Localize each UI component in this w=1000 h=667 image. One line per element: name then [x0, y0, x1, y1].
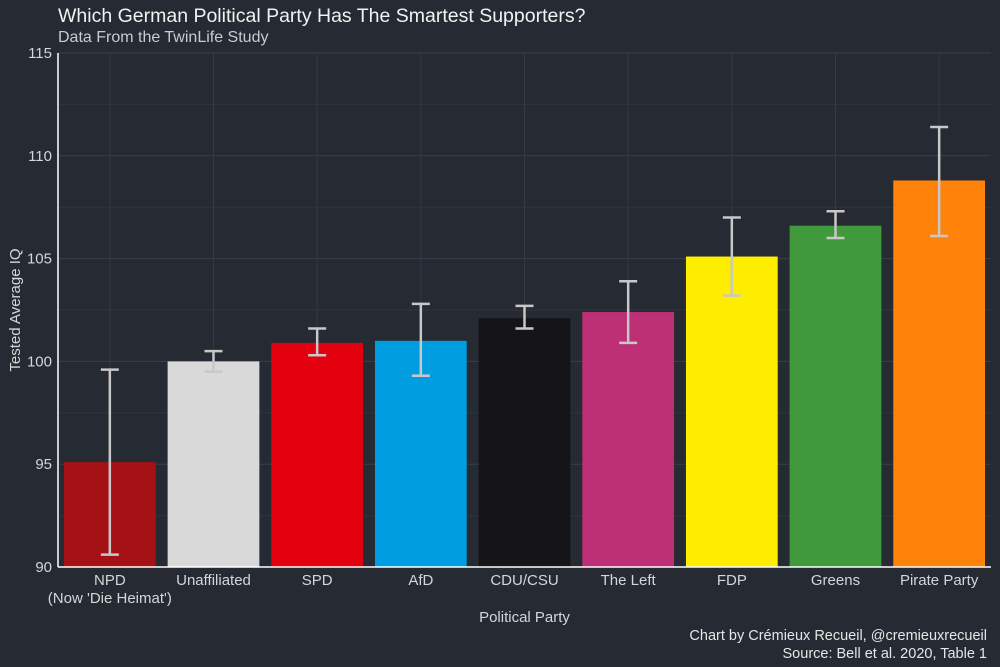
y-tick-label: 95	[35, 456, 52, 473]
source-text: Source: Bell et al. 2020, Table 1	[782, 646, 987, 662]
bar	[685, 256, 778, 567]
bar	[167, 361, 260, 567]
chart-title: Which German Political Party Has The Sma…	[58, 5, 586, 27]
bar	[478, 318, 571, 567]
x-tick-label: The Left	[601, 572, 657, 589]
x-tick-label: AfD	[408, 572, 433, 589]
x-tick-label: NPD	[94, 572, 126, 589]
y-tick-label: 110	[28, 148, 52, 165]
x-axis-title: Political Party	[479, 609, 570, 626]
bar	[271, 342, 364, 567]
bar	[789, 225, 882, 568]
y-tick-label: 115	[28, 45, 52, 62]
credit-text: Chart by Crémieux Recueil, @cremieuxrecu…	[689, 628, 987, 644]
x-tick-label: SPD	[302, 572, 333, 589]
chart-subtitle: Data From the TwinLife Study	[58, 29, 269, 46]
y-tick-label: 105	[27, 251, 52, 268]
chart-caption: Chart by Crémieux Recueil, @cremieuxrecu…	[689, 627, 987, 663]
x-tick-label: (Now 'Die Heimat')	[48, 590, 172, 607]
bar	[893, 180, 986, 568]
bar	[374, 340, 467, 567]
y-axis-title: Tested Average IQ	[7, 248, 24, 371]
bar	[582, 312, 675, 567]
x-tick-label: CDU/CSU	[490, 572, 558, 589]
x-tick-label: Pirate Party	[900, 572, 979, 589]
y-tick-label: 90	[35, 559, 52, 576]
y-tick-label: 100	[27, 353, 52, 370]
x-tick-label: Unaffiliated	[176, 572, 251, 589]
x-tick-label: FDP	[717, 572, 747, 589]
x-tick-label: Greens	[811, 572, 860, 589]
